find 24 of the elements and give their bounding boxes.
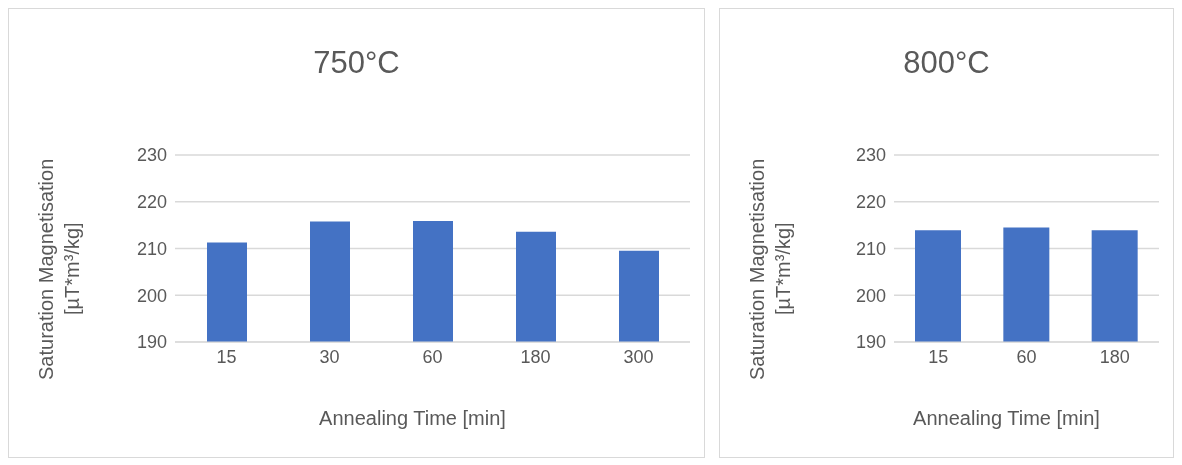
- x-tick-label: 30: [319, 346, 340, 367]
- x-axis-title: Annealing Time [min]: [912, 407, 1101, 430]
- y-tick-label: 190: [855, 332, 886, 353]
- x-tick-label: 15: [928, 346, 949, 367]
- y-tick-label: 190: [136, 332, 167, 353]
- y-tick-label: 200: [855, 285, 886, 306]
- x-axis-title: Annealing Time [min]: [318, 407, 507, 430]
- y-tick-label: 220: [136, 192, 167, 213]
- y-tick-label: 230: [855, 145, 886, 166]
- chart-title: 800°C: [902, 45, 991, 81]
- y-tick-label: 220: [855, 192, 886, 213]
- y-tick-label: 210: [136, 238, 167, 259]
- x-tick-label: 60: [1016, 346, 1037, 367]
- chart-title: 750°C: [312, 45, 401, 81]
- y-tick-label: 210: [855, 238, 886, 259]
- y-axis-title: Saturation Magnetisation [µT*m³/kg]: [34, 157, 84, 382]
- x-tick-label: 180: [520, 346, 551, 367]
- y-axis-title: Saturation Magnetisation [µT*m³/kg]: [745, 157, 795, 382]
- x-tick-label: 60: [422, 346, 443, 367]
- y-tick-label: 200: [136, 285, 167, 306]
- x-tick-label: 180: [1099, 346, 1130, 367]
- x-tick-label: 300: [623, 346, 654, 367]
- x-tick-label: 15: [216, 346, 237, 367]
- y-tick-label: 230: [136, 145, 167, 166]
